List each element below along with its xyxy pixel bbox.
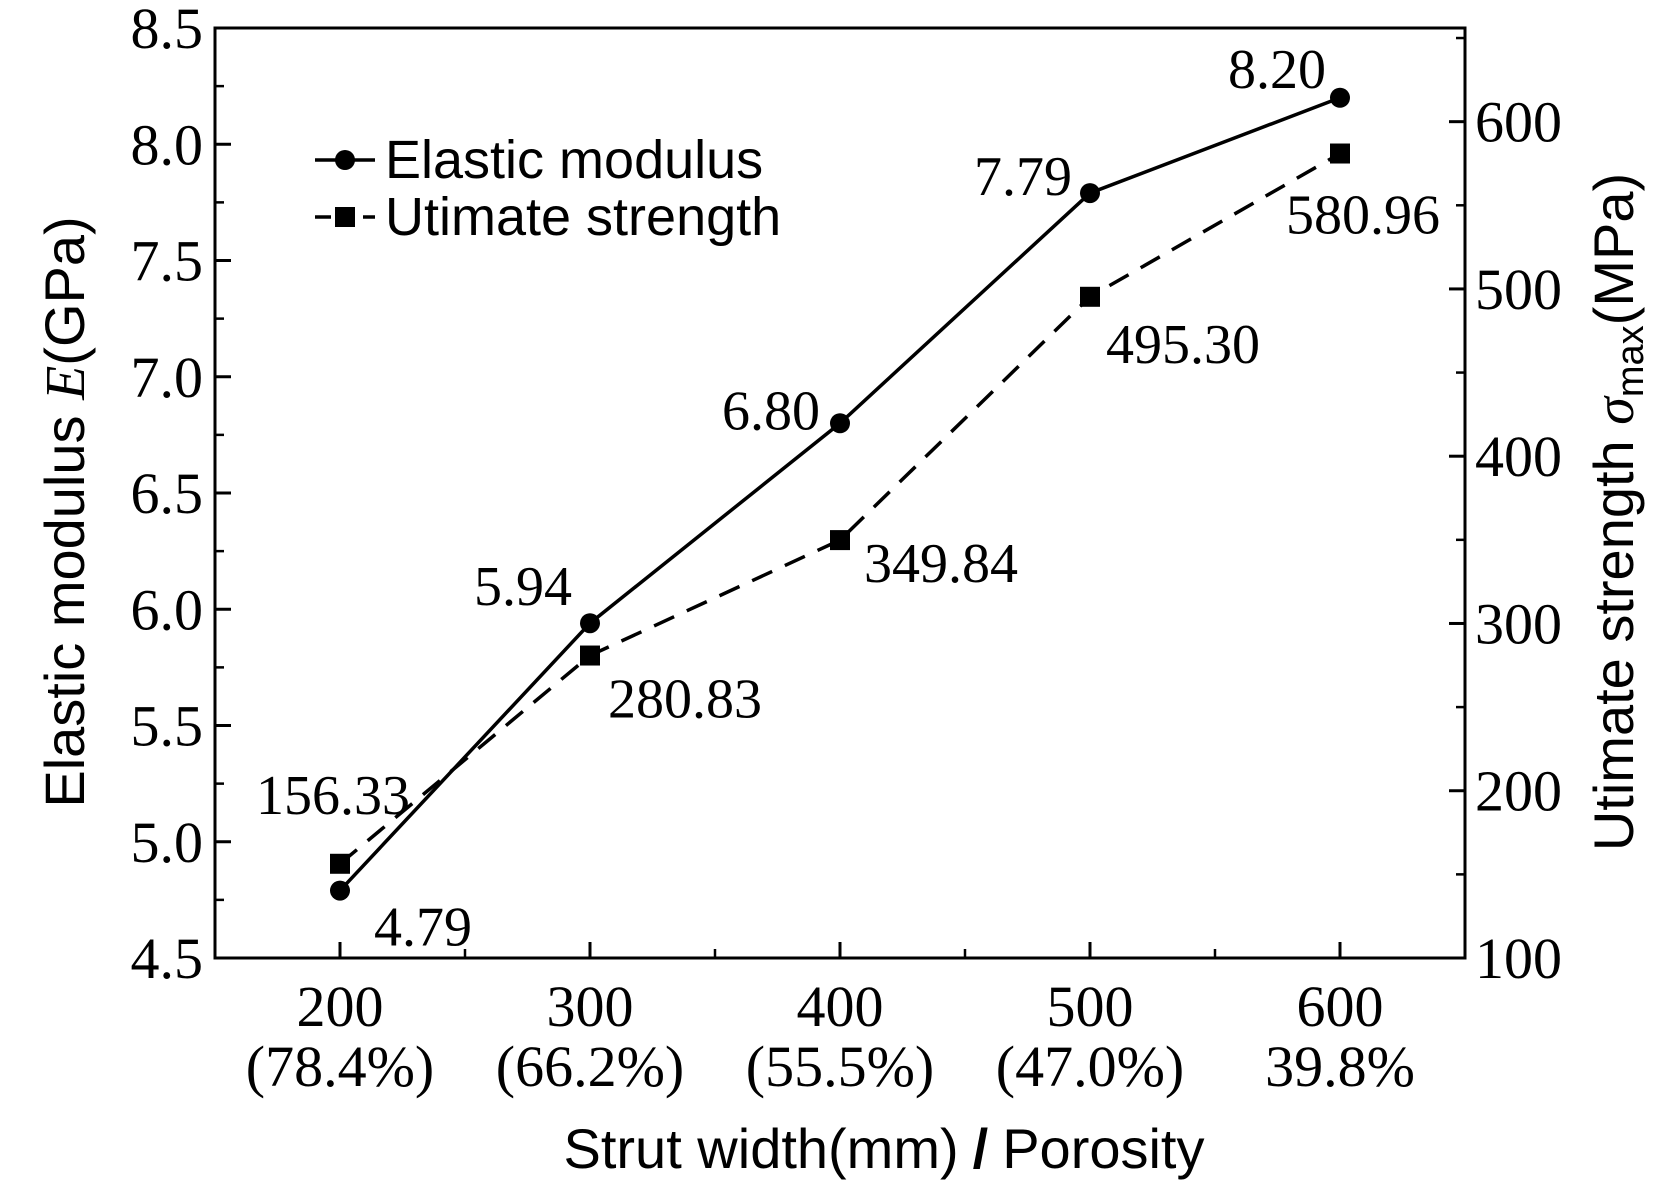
data-point-square <box>1080 286 1100 307</box>
data-label: 8.20 <box>1228 39 1326 101</box>
x-tick-sublabel: (66.2%) <box>496 1034 684 1099</box>
data-point-circle <box>830 413 850 434</box>
data-label: 7.79 <box>974 146 1072 208</box>
y-axis-right-title-part2: (MPa) <box>1582 173 1645 325</box>
data-label: 495.30 <box>1106 314 1260 376</box>
axes: 4.5 5.0 5.5 6.0 6.5 7.0 7.5 8.0 8.5 100 200 300 400 5… <box>131 0 1563 1099</box>
y-axis-left-title: Elastic modulus E(GPa) <box>33 216 97 807</box>
series-line-ultimate-strength <box>338 151 1341 866</box>
legend-label: Elastic modulus <box>385 130 763 190</box>
data-label: 280.83 <box>608 669 762 731</box>
data-label: 5.94 <box>474 556 572 618</box>
data-label: 156.33 <box>256 765 410 827</box>
data-label: 580.96 <box>1286 185 1440 247</box>
y-axis-left-title-part2: (GPa) <box>33 216 96 365</box>
x-tick-sublabel: (55.5%) <box>746 1034 934 1099</box>
data-label: 349.84 <box>864 533 1018 595</box>
x-tick-label: 400 <box>797 974 884 1039</box>
data-point-square <box>830 530 850 551</box>
x-axis-title: Strut width(mm) / Porosity <box>563 1117 1204 1180</box>
data-point-square <box>580 645 600 666</box>
y-axis-right-title-symbol: σ <box>1584 395 1646 425</box>
x-tick-sublabel: (78.4%) <box>246 1034 434 1099</box>
y-right-tick-label: 100 <box>1475 926 1562 991</box>
y-left-tick-label: 5.0 <box>131 810 204 875</box>
data-point-circle <box>580 613 600 634</box>
data-point-square <box>330 853 350 874</box>
legend-marker-circle <box>335 150 355 170</box>
y-left-tick-label: 5.5 <box>131 694 204 759</box>
x-tick-sublabel: (47.0%) <box>996 1034 1184 1099</box>
y-right-tick-label: 200 <box>1475 759 1562 824</box>
data-point-circle <box>1330 87 1350 108</box>
y-right-tick-label: 600 <box>1475 90 1562 155</box>
data-labels: 4.79 5.94 6.80 7.79 8.20 156.33 280.83 349.84 49… <box>256 39 1440 959</box>
y-left-tick-label: 6.0 <box>131 577 204 642</box>
data-point-circle <box>330 880 350 901</box>
series-layer <box>330 87 1350 901</box>
y-right-tick-label: 300 <box>1475 591 1562 656</box>
y-axis-right-title-part1: Utimate strength <box>1582 425 1645 851</box>
y-left-tick-label: 6.5 <box>131 461 204 526</box>
y-left-tick-label: 8.0 <box>131 112 204 177</box>
y-axis-left-title-symbol: E <box>35 366 97 401</box>
x-tick-label: 300 <box>547 974 634 1039</box>
legend-marker-square <box>335 207 355 227</box>
data-label: 4.79 <box>374 897 472 959</box>
y-left-tick-label: 8.5 <box>131 0 204 61</box>
y-left-tick-label: 4.5 <box>131 926 204 991</box>
x-tick-label: 600 <box>1297 974 1384 1039</box>
data-point-square <box>1330 143 1350 164</box>
y-axis-right-title-subscript: max <box>1610 325 1652 397</box>
legend-label: Utimate strength <box>385 187 781 247</box>
y-right-tick-label: 500 <box>1475 257 1562 322</box>
x-axis-title-part2: Porosity <box>1002 1117 1204 1180</box>
y-right-tick-label: 400 <box>1475 424 1562 489</box>
x-tick-sublabel: 39.8% <box>1265 1034 1415 1099</box>
y-left-tick-label: 7.5 <box>131 229 204 294</box>
y-left-tick-label: 7.0 <box>131 345 204 410</box>
y-axis-left-title-part1: Elastic modulus <box>33 400 96 808</box>
x-axis-title-part1: Strut width(mm) <box>563 1117 958 1180</box>
data-point-circle <box>1080 183 1100 204</box>
y-axis-right-title: Utimate strength σmax(MPa) <box>1582 173 1652 851</box>
x-axis-title-separator: / <box>973 1117 989 1180</box>
x-tick-label: 500 <box>1047 974 1134 1039</box>
data-label: 6.80 <box>722 380 820 442</box>
x-tick-label: 200 <box>297 974 384 1039</box>
